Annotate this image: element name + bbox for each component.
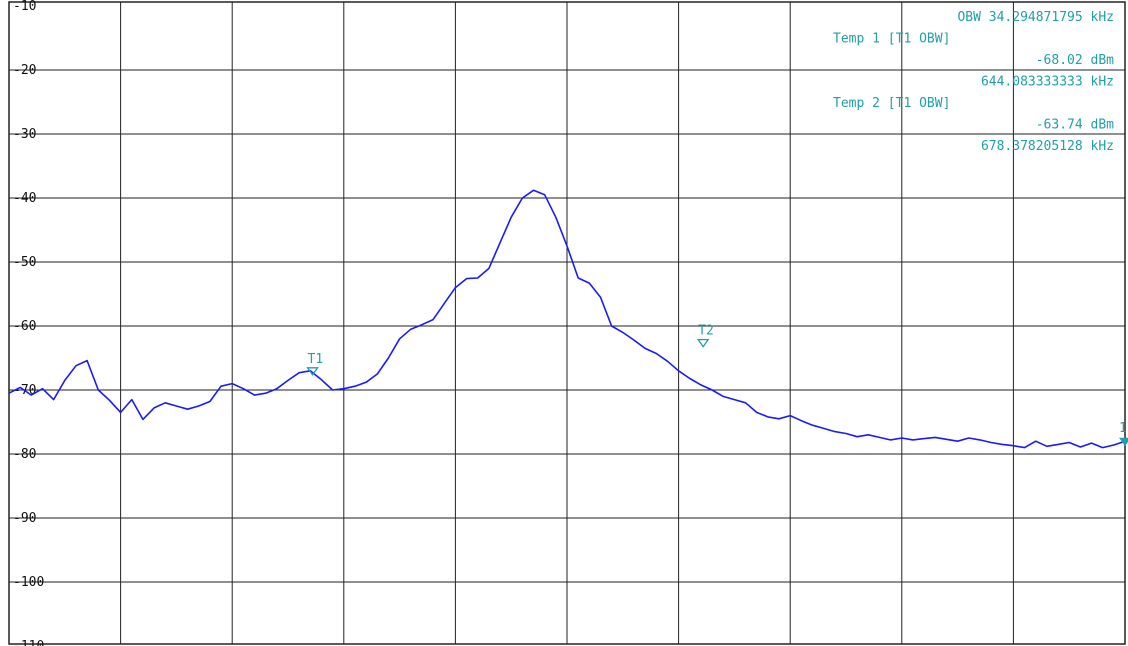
y-tick-label: -30	[13, 127, 36, 142]
y-tick-label: -90	[13, 511, 36, 526]
readout-line: Temp 2 [T1 OBW]	[833, 96, 950, 111]
readout-line: 644.083333333 kHz	[981, 75, 1114, 90]
y-tick-label: -50	[13, 255, 36, 270]
y-tick-label: -100	[13, 575, 44, 590]
spectrum-trace	[8, 189, 1126, 449]
readout-line: -63.74 dBm	[1036, 118, 1114, 133]
markers: T1 T2 1	[306, 324, 1128, 447]
y-tick-label: -60	[13, 319, 36, 334]
y-tick-label: -20	[13, 63, 36, 78]
y-tick-label: -10	[13, 0, 36, 14]
marker-t1: T1	[306, 352, 324, 376]
marker-readout: OBW 34.294871795 kHz Temp 1 [T1 OBW] -68.0…	[833, 10, 1114, 154]
y-tick-label: -40	[13, 191, 36, 206]
marker-triangle-icon	[306, 367, 319, 376]
y-tick-label: -110	[13, 639, 44, 646]
marker-t2: T2	[696, 324, 714, 348]
marker-triangle-icon	[696, 338, 710, 348]
y-tick-labels: -10-20-30-40-50-60-70-80-90-100-110	[13, 0, 44, 646]
trace-layer	[8, 189, 1126, 449]
marker-label: T2	[698, 324, 714, 339]
y-tick-label: -80	[13, 447, 36, 462]
readout-line: OBW 34.294871795 kHz	[957, 10, 1114, 25]
marker-label: T1	[308, 352, 324, 367]
grid	[9, 2, 1125, 644]
readout-line: Temp 1 [T1 OBW]	[833, 32, 950, 47]
readout-line: -68.02 dBm	[1036, 53, 1114, 68]
readout-line: 678.378205128 kHz	[981, 139, 1114, 154]
marker-label: 1	[1119, 421, 1127, 436]
